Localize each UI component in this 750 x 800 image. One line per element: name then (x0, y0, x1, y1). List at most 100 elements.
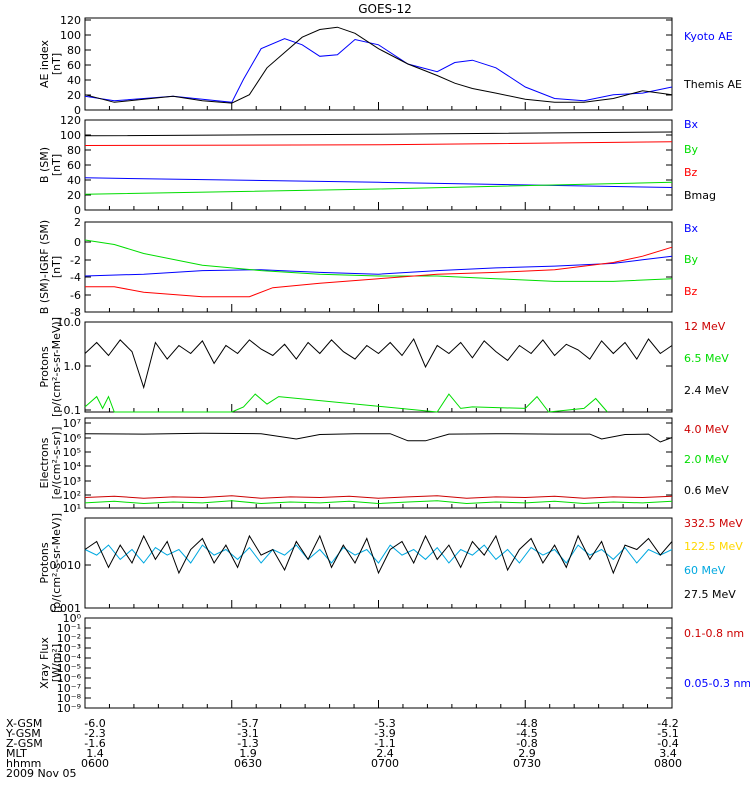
y-axis-label: Protons (38, 542, 51, 583)
y-tick-label: 80 (67, 44, 81, 57)
series-line (84, 239, 673, 282)
x-axis-row-label: hhmm (6, 757, 41, 770)
x-axis-value: 0800 (654, 757, 682, 770)
legend-entry: 60 MeV (684, 564, 726, 577)
y-tick-label: 0.010 (50, 559, 82, 572)
x-axis-value: 1.4 (86, 747, 104, 760)
y-tick-label: -2 (70, 254, 81, 267)
x-axis-row-label: X-GSM (6, 717, 42, 730)
y-tick-label: 0.001 (50, 602, 82, 615)
x-axis-value: 2.4 (376, 747, 394, 760)
panel-frame (84, 119, 673, 211)
x-axis-value: 1.9 (239, 747, 257, 760)
y-tick-label: 10⁰ (63, 612, 82, 625)
y-tick-label: 10⁻² (57, 632, 81, 645)
panel-frame (84, 221, 673, 313)
y-axis-label: [nT] (50, 256, 63, 278)
y-tick-label: 10⁷ (63, 417, 81, 430)
x-axis-row-label: MLT (6, 747, 27, 760)
x-axis-value: -5.3 (374, 717, 395, 730)
legend-entry: Bmag (684, 189, 716, 202)
x-axis-value: 0600 (81, 757, 109, 770)
y-axis-label: [e/(cm²-s-sr)] (50, 427, 63, 500)
series-line (84, 393, 608, 413)
legend-entry: 2.4 MeV (684, 384, 729, 397)
y-axis-label: [p/(cm²-s-sr-MeV)] (50, 513, 63, 613)
y-tick-label: 20 (67, 189, 81, 202)
y-tick-label: -4 (70, 271, 81, 284)
y-tick-label: 2 (74, 216, 81, 229)
panel-1: 0 20 40 60 80 100 120 AE index [nT] Kyoto AE Themi… (38, 14, 742, 117)
series-line (84, 131, 673, 137)
x-axis-value: -4.5 (516, 727, 537, 740)
x-axis-value: -3.9 (374, 727, 395, 740)
legend-entry: Bz (684, 285, 698, 298)
x-axis-table: X-GSM -6.0 -5.7 -5.3 -4.8 -4.2 Y-GSM -2.3 -3.1 -3… (5, 717, 682, 780)
y-tick-label: 0 (74, 236, 81, 249)
series-line (84, 38, 673, 103)
y-tick-label: 20 (67, 89, 81, 102)
legend-entry: 0.6 MeV (684, 484, 729, 497)
series-line (85, 246, 673, 298)
series-line (84, 500, 673, 505)
panel-3: -8 -6 -4 -2 0 2 B (SM)-IGRF (SM) [nT] Bx By Bz (38, 216, 699, 319)
y-tick-label: 10⁵ (63, 446, 81, 459)
legend-entry: Kyoto AE (684, 30, 733, 43)
series-line (84, 495, 673, 499)
panel-frame (84, 617, 673, 709)
legend-entry: Themis AE (683, 78, 742, 91)
y-tick-label: 60 (67, 59, 81, 72)
series-line (84, 432, 673, 443)
legend-entry: 2.0 MeV (684, 453, 729, 466)
y-tick-label: 40 (67, 174, 81, 187)
y-axis-label: [p/(cm²-s-sr-MeV)] (50, 317, 63, 417)
y-axis-label: Electrons (38, 437, 51, 488)
y-axis-label: [W/m²] (50, 644, 63, 682)
series-line (84, 544, 673, 564)
x-axis-value: -1.1 (374, 737, 395, 750)
y-tick-label: 100 (60, 129, 81, 142)
panel-4: 0.1 1.0 10.0 Protons [p/(cm²-s-sr-MeV)] 12 Me… (38, 316, 729, 417)
y-tick-label: 40 (67, 74, 81, 87)
y-axis-label: Xray Flux (38, 637, 51, 689)
panel-frame (84, 321, 673, 413)
series-line (84, 26, 673, 104)
y-tick-label: 10⁻⁷ (57, 682, 81, 695)
x-axis-value: -4.2 (657, 717, 678, 730)
figure-title: GOES-12 (358, 2, 412, 16)
legend-entry: 6.5 MeV (684, 352, 729, 365)
x-axis-value: -5.7 (237, 717, 258, 730)
y-tick-label: 10⁻⁸ (57, 692, 82, 705)
y-axis-label: B (SM) (38, 147, 51, 183)
series-line (84, 337, 673, 390)
x-axis-value: -1.6 (84, 737, 105, 750)
y-tick-label: 60 (67, 159, 81, 172)
x-axis-row-label: Y-GSM (5, 727, 41, 740)
date-label: 2009 Nov 05 (6, 767, 76, 780)
panel-frame (84, 417, 673, 509)
y-tick-label: 10⁻¹ (57, 622, 81, 635)
y-tick-label: 0 (74, 204, 81, 217)
y-tick-label: 0.1 (64, 404, 82, 417)
x-axis-value: 3.4 (659, 747, 677, 760)
y-tick-label: 80 (67, 144, 81, 157)
y-axis-label: [nT] (50, 154, 63, 176)
y-axis-label: B (SM)-IGRF (SM) (38, 220, 51, 314)
y-tick-label: 10⁴ (63, 460, 82, 473)
legend-entry: Bx (684, 222, 699, 235)
y-tick-label: 120 (60, 114, 81, 127)
legend-entry: 4.0 MeV (684, 423, 729, 436)
y-tick-label: 0 (74, 104, 81, 117)
y-axis-label: [nT] (50, 53, 63, 75)
y-tick-label: 120 (60, 14, 81, 27)
y-tick-label: 10⁻⁵ (57, 662, 81, 675)
x-axis-value: -2.3 (84, 727, 105, 740)
y-tick-label: 10¹ (63, 502, 81, 515)
legend-entry: 122.5 MeV (684, 540, 743, 553)
x-axis-value: 2.9 (518, 747, 536, 760)
series-line (84, 181, 673, 195)
